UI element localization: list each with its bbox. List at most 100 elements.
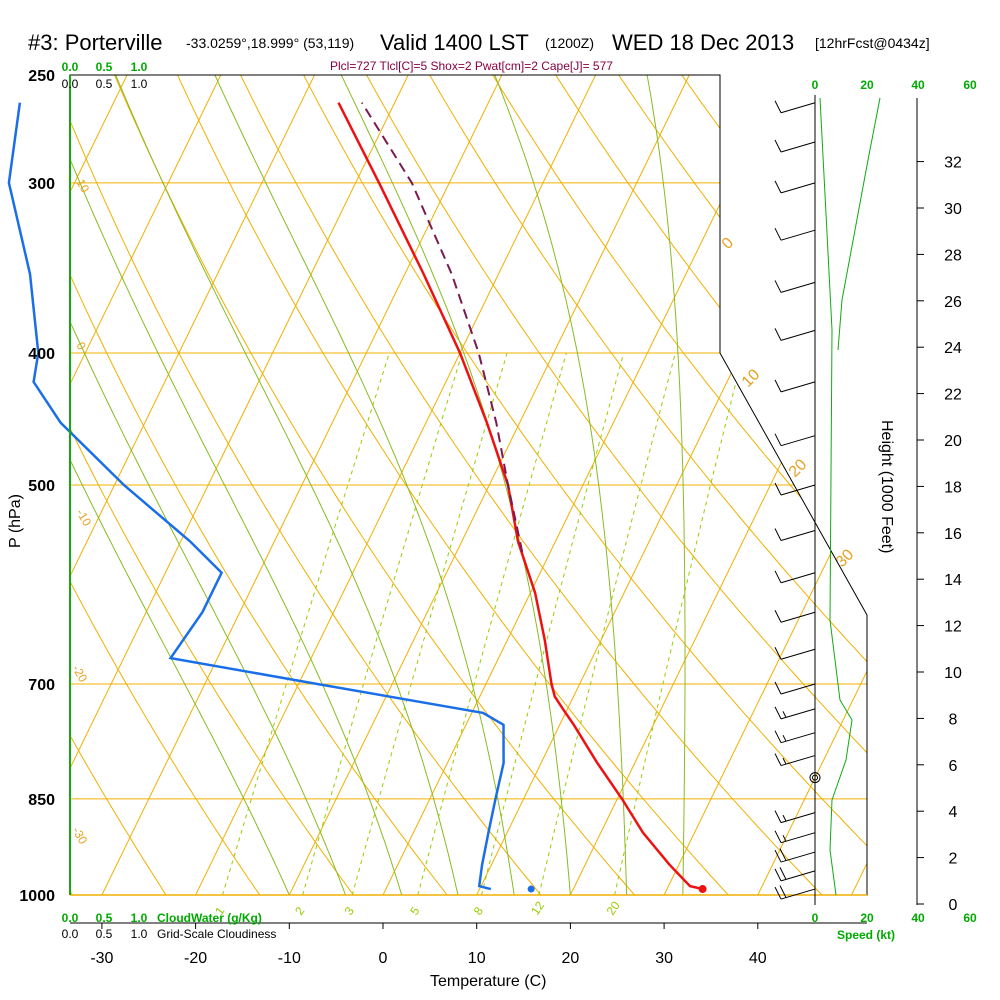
speed-tick-bottom: 60 — [963, 911, 977, 925]
wind-barb-half-flag — [782, 711, 787, 718]
valid-time: Valid 1400 LST — [380, 30, 529, 55]
wind-barb-flag — [774, 433, 782, 446]
isotherm-line — [101, 75, 503, 895]
temperature-tick-label: -10 — [278, 950, 301, 967]
wind-barb-flag — [779, 848, 787, 861]
mixing-ratio-line — [417, 352, 567, 895]
wind-barb-flag — [774, 610, 782, 623]
dry-adiabat — [70, 75, 354, 895]
moist-adiabat-label: 30 — [833, 546, 858, 571]
speed-tick-bottom: 40 — [911, 911, 925, 925]
cloud-water-tick-bottom: 1.0 — [131, 911, 148, 925]
isotherm-line — [70, 75, 409, 895]
temperature-tick-label: 20 — [562, 950, 580, 967]
height-tick-label: 28 — [944, 247, 962, 264]
speed-tick-top: 60 — [963, 78, 977, 92]
wind-barb-flag — [774, 753, 782, 766]
cloudiness-label: Grid-Scale Cloudiness — [157, 927, 276, 941]
wind-barb-staff — [780, 102, 816, 114]
cloud-water-tick-top: 0.5 — [96, 60, 113, 74]
temperature-tick-label: 0 — [379, 950, 388, 967]
mixing-ratio-line — [351, 352, 508, 895]
wind-barb-staff — [780, 870, 816, 882]
temperature-tick-label: -30 — [90, 950, 113, 967]
surface-dewpoint-dot — [527, 885, 535, 893]
y-axis-title: P (hPa) — [7, 494, 24, 548]
mixing-ratio-label: 5 — [407, 904, 422, 918]
dry-adiabat — [807, 75, 867, 895]
isotherm-line — [851, 75, 867, 895]
parcel-line — [361, 102, 524, 553]
wind-barb-staff — [780, 832, 816, 844]
wind-barb-staff — [780, 281, 816, 293]
sounding-profiles — [7, 102, 707, 894]
mixing-ratio-label: 12 — [528, 898, 547, 917]
mixing-ratio-line — [538, 352, 676, 895]
cloudiness-tick-top: 0.5 — [96, 77, 113, 91]
temperature-tick-label: -20 — [184, 950, 207, 967]
height-tick-label: 6 — [949, 758, 958, 775]
moist-adiabat — [340, 75, 571, 895]
mixing-ratio-line — [614, 352, 744, 895]
wind-barb-staff — [780, 683, 816, 695]
moist-adiabat — [70, 75, 290, 895]
pressure-tick-label: 500 — [28, 478, 55, 495]
cloudiness-tick-bottom: 0.5 — [96, 927, 113, 941]
x-axis-title: Temperature (C) — [430, 973, 546, 990]
wind-barb-flag — [774, 280, 782, 293]
height-tick-label: 0 — [949, 897, 958, 914]
height-tick-label: 26 — [944, 294, 962, 311]
cloud-water-tick-top: 0.0 — [62, 60, 79, 74]
wind-barb-flag — [779, 867, 787, 880]
wind-barb-flag — [774, 139, 782, 153]
dry-adiabat-label: 10 — [73, 177, 92, 196]
wind-barb-staff — [780, 182, 816, 194]
height-tick-label: 8 — [949, 711, 958, 728]
dry-adiabat — [366, 75, 867, 895]
wind-barb-staff — [780, 435, 816, 447]
height-tick-label: 20 — [944, 433, 962, 450]
isotherm-line — [70, 75, 222, 895]
height-tick-label: 32 — [944, 155, 962, 172]
wind-barb-staff — [780, 141, 816, 153]
wind-barb-staff — [780, 648, 816, 660]
wind-barb-staff — [780, 530, 816, 542]
wind-barb-staff — [780, 572, 816, 584]
dry-adiabat — [70, 75, 542, 895]
speed-tick-top: 0 — [812, 78, 819, 92]
dry-adiabat — [114, 75, 635, 895]
mixing-ratio-label: 3 — [342, 904, 357, 918]
isotherm-line — [195, 75, 597, 895]
wind-barb-staff — [780, 708, 816, 720]
cloud-panel: 0.0 0.0 0.0 0.0 0.5 0.5 0.5 0.5 1.0 1.0 1.0 1.0 — [62, 60, 148, 941]
dry-adiabat-label: -30 — [69, 825, 90, 847]
moist-adiabat-label: 0 — [719, 234, 737, 252]
grid-clip-area — [70, 75, 867, 895]
height-axis-title: Height (1000 Feet) — [878, 420, 895, 553]
isotherm-line — [288, 75, 690, 895]
speed-tick-top: 20 — [860, 78, 874, 92]
height-tick-label: 10 — [944, 665, 962, 682]
wind-barb-staff — [780, 611, 816, 623]
wind-barb-flag — [774, 328, 782, 341]
wind-barb-flag — [774, 810, 782, 823]
wind-barb-staff — [780, 329, 816, 341]
wind-barb-flag — [774, 180, 782, 194]
surface-temperature-dot — [698, 885, 707, 894]
wind-barb-half-flag — [782, 814, 787, 822]
temperature-tick-label: 30 — [655, 950, 673, 967]
moist-adiabat-label: 10 — [739, 366, 764, 391]
wind-speed-label: Speed (kt) — [837, 928, 895, 942]
mixing-ratio-label: 8 — [471, 904, 486, 918]
height-tick-label: 16 — [944, 526, 962, 543]
height-tick-label: 4 — [949, 804, 958, 821]
pressure-tick-label: 850 — [28, 792, 55, 809]
wind-barb-flag — [774, 100, 782, 113]
temperature-tick-label: 40 — [749, 950, 767, 967]
mixing-ratio-line — [302, 352, 463, 895]
temperature-line — [337, 102, 703, 891]
cloud-water-tick-bottom: 0.0 — [62, 911, 79, 925]
